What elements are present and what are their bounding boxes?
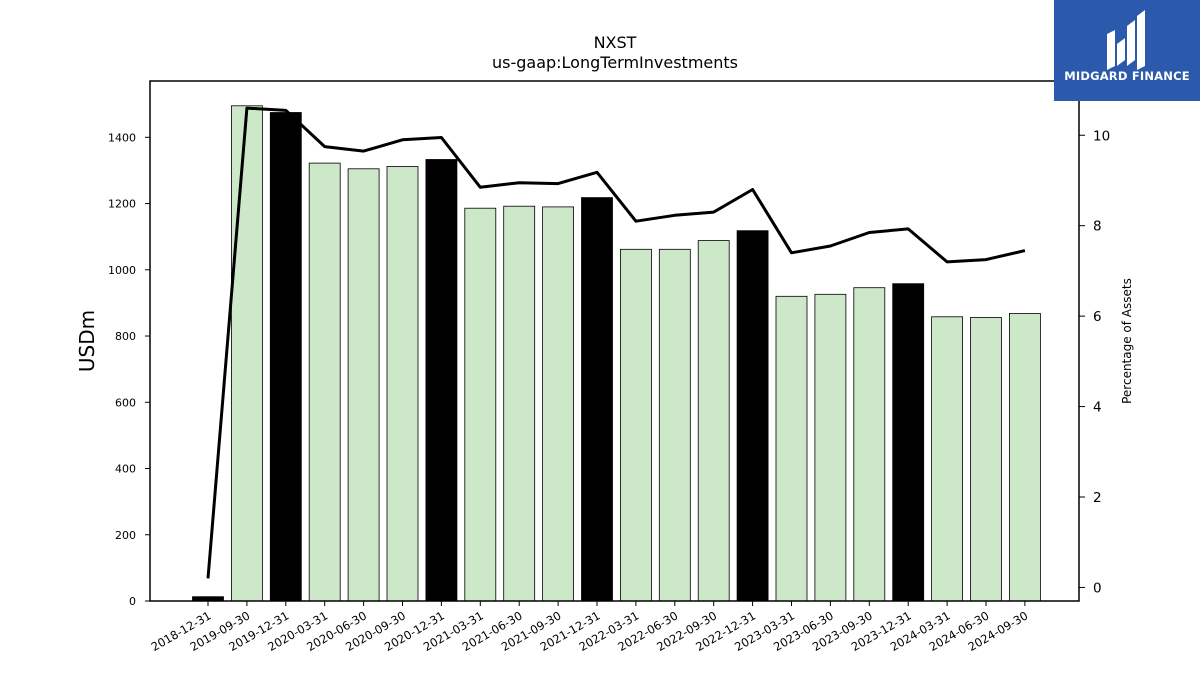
bar-2023-12-31 <box>892 283 925 602</box>
bar-2022-12-31 <box>736 230 769 602</box>
bar-2024-09-30 <box>1009 313 1041 602</box>
bar-2019-09-30 <box>230 105 263 602</box>
y-tick-label: 800 <box>115 330 136 343</box>
bar-2023-03-31 <box>775 295 808 602</box>
pct-assets-line <box>206 106 1026 579</box>
y-tick-label: 1200 <box>108 198 136 211</box>
bar-2022-09-30 <box>697 240 730 602</box>
bar-2021-06-30 <box>503 205 536 602</box>
y2-axis-label: Percentage of Assets <box>1120 278 1134 404</box>
y2-tick-label: 10 <box>1093 128 1110 144</box>
bar-2022-06-30 <box>658 248 691 602</box>
bar-2021-12-31 <box>581 197 613 602</box>
bar-2020-09-30 <box>386 166 419 602</box>
midgard-logo-icon <box>1107 10 1145 70</box>
bars-group <box>192 105 1041 602</box>
bar-2022-03-31 <box>620 248 652 602</box>
y2-tick-label: 4 <box>1093 400 1102 416</box>
y-tick-label: 1000 <box>108 264 136 277</box>
bar-2020-12-31 <box>425 159 458 602</box>
y-axis-label: USDm <box>75 310 99 372</box>
y-tick-label: 1400 <box>108 131 136 144</box>
line-group <box>206 106 1026 579</box>
bar-2024-06-30 <box>970 317 1002 602</box>
logo-text: MIDGARD FINANCE <box>1064 69 1190 83</box>
bar-2021-03-31 <box>464 207 497 602</box>
y-tick-label: 200 <box>115 529 136 542</box>
bar-2020-03-31 <box>308 162 341 602</box>
chart-title: NXST <box>594 33 637 52</box>
chart-subtitle: us-gaap:LongTermInvestments <box>492 53 738 72</box>
y2-tick-label: 8 <box>1093 219 1102 235</box>
y2-tick-label: 6 <box>1093 309 1102 325</box>
y2-tick-label: 0 <box>1093 580 1102 596</box>
bar-2020-06-30 <box>347 168 380 602</box>
y-tick-label: 0 <box>129 595 136 608</box>
bar-2023-06-30 <box>814 293 847 602</box>
bar-2019-12-31 <box>269 112 302 602</box>
y2-tick-label: 2 <box>1093 490 1102 506</box>
bar-2021-09-30 <box>542 206 574 602</box>
y-tick-label: 400 <box>115 463 136 476</box>
plot-frame <box>149 80 1080 602</box>
midgard-finance-logo: MIDGARD FINANCE <box>1054 0 1200 101</box>
bar-2023-09-30 <box>853 287 886 602</box>
y-tick-label: 600 <box>115 396 136 409</box>
bar-2024-03-31 <box>931 316 963 602</box>
